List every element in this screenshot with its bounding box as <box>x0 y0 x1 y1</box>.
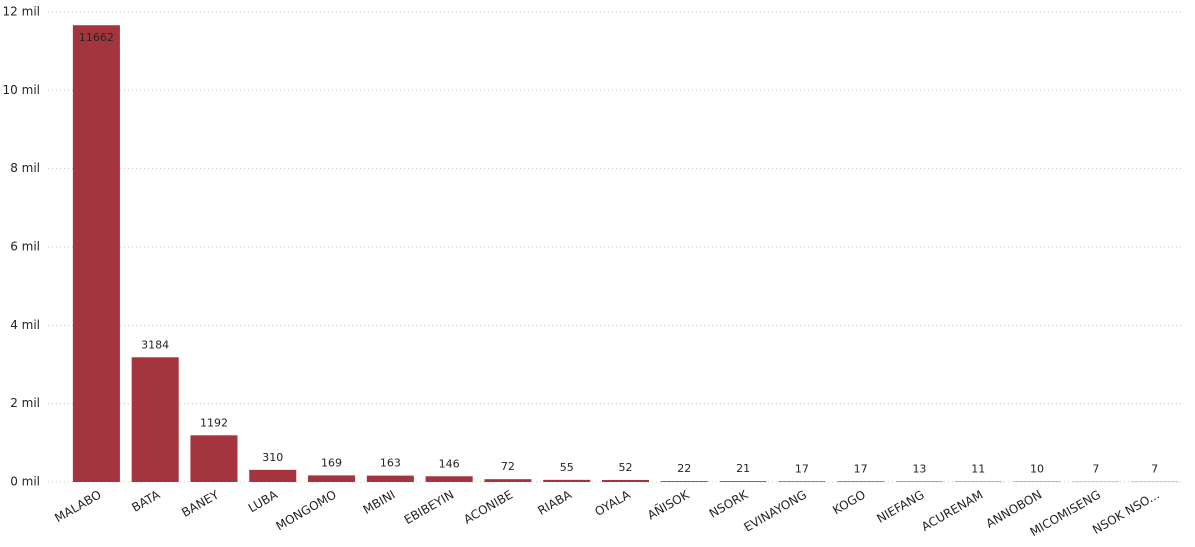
value-label: 1192 <box>200 416 228 429</box>
x-tick-label: AÑISOK <box>645 486 693 522</box>
x-tick-label: MALABO <box>52 488 103 526</box>
x-tick-label: RIABA <box>535 487 574 518</box>
x-tick-label: OYALA <box>592 487 633 519</box>
x-tick-label: MONGOMO <box>273 488 338 534</box>
value-label: 11662 <box>79 31 114 44</box>
x-tick-label: EBIBEYIN <box>402 488 457 528</box>
bar <box>308 475 356 482</box>
value-label: 3184 <box>141 338 169 351</box>
bar <box>72 25 120 482</box>
bar <box>837 481 885 482</box>
bar <box>719 481 767 482</box>
bar <box>778 481 826 482</box>
x-tick-label: NIEFANG <box>874 488 926 526</box>
x-tick-label: ACURENAM <box>919 488 985 534</box>
y-tick-label: 8 mil <box>10 161 40 175</box>
bar <box>601 479 650 482</box>
y-tick-label: 6 mil <box>10 240 40 254</box>
y-tick-label: 4 mil <box>10 318 40 332</box>
y-tick-label: 10 mil <box>3 83 40 97</box>
value-label: 55 <box>560 461 574 474</box>
bar <box>543 479 591 482</box>
value-label: 21 <box>736 462 750 475</box>
value-label: 52 <box>619 461 633 474</box>
x-tick-label: NSORK <box>707 487 752 521</box>
x-tick-label: BANEY <box>179 487 222 520</box>
bar <box>484 479 532 482</box>
bar <box>660 481 708 482</box>
value-label: 22 <box>677 462 691 475</box>
bar <box>131 357 179 482</box>
value-label: 17 <box>854 462 868 475</box>
x-tick-label: MBINI <box>361 488 398 517</box>
value-label: 163 <box>380 457 401 470</box>
x-tick-label: LUBA <box>246 487 281 515</box>
x-tick-label: NSOK NSO... <box>1090 488 1162 537</box>
bar <box>249 469 297 482</box>
x-tick-label: ACONIBE <box>461 488 515 527</box>
value-label: 310 <box>262 451 283 464</box>
value-label: 7 <box>1151 463 1158 476</box>
value-label: 169 <box>321 456 342 469</box>
value-label: 11 <box>971 463 985 476</box>
value-label: 17 <box>795 462 809 475</box>
y-tick-label: 12 mil <box>3 5 40 19</box>
bar <box>425 476 473 482</box>
x-tick-label: KOGO <box>830 488 868 518</box>
value-label: 146 <box>439 457 460 470</box>
bar <box>190 435 238 482</box>
x-tick-label: BATA <box>129 487 163 515</box>
value-label: 72 <box>501 460 515 473</box>
value-label: 13 <box>912 462 926 475</box>
value-label: 7 <box>1092 463 1099 476</box>
y-tick-label: 0 mil <box>10 475 40 489</box>
value-label: 10 <box>1030 463 1044 476</box>
bar <box>366 475 414 482</box>
bar <box>895 481 943 482</box>
x-tick-label: EVINAYONG <box>742 488 810 535</box>
y-tick-label: 2 mil <box>10 396 40 410</box>
